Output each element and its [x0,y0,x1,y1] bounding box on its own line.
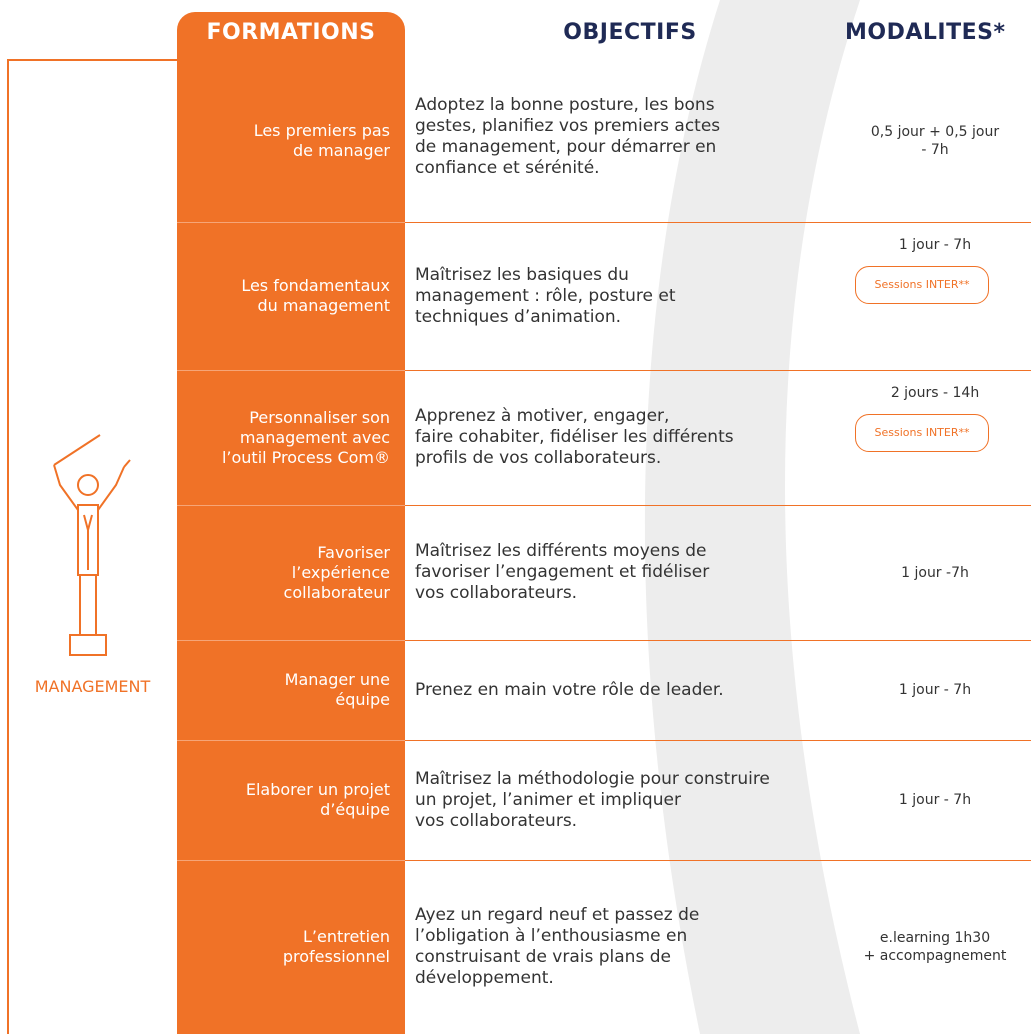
objectif: Maîtrisez la méthodologie pour construir… [415,768,770,831]
formation: Les premiers pas de manager [253,121,390,160]
row-divider [177,370,405,371]
badge: Sessions INTER** [855,414,989,452]
objectif: Adoptez la bonne posture, les bons gestes… [415,95,721,178]
header-formations: FORMATIONS [206,20,376,45]
row-divider [405,640,1031,641]
badge: Sessions INTER** [855,266,989,304]
formation: Manager une équipe [284,670,390,709]
row-divider [177,740,405,741]
formation: L’entretien professionnel [282,927,390,966]
formation: Personnaliser son management avec l’outil … [221,407,390,467]
formation: Favoriser l’expérience collaborateur [283,542,390,602]
modalite: 0,5 jour + 0,5 jour - 7h [870,124,1000,158]
formation: Les fondamentaux du management [241,276,390,315]
row-divider [405,370,1031,371]
objectif: Apprenez à motiver, engager, faire cohabi… [415,406,734,468]
modalite: 1 jour -7h [901,564,969,581]
row-divider [405,740,1031,741]
modalite: 2 jours - 14h [890,385,980,401]
objectif: Prenez en main votre rôle de leader. [415,679,724,700]
modalite: 1 jour - 7h [898,237,972,253]
row-divider [405,222,1031,223]
header-modalites: MODALITES* [845,20,1006,45]
row-divider [405,505,1031,506]
header-objectifs: OBJECTIFS [563,20,697,45]
objectif: Ayez un regard neuf et passez de l’obliga… [415,905,700,988]
category-label: MANAGEMENT [34,677,151,696]
objectif: Maîtrisez les basiques du management : rô… [415,264,676,327]
row-divider [405,860,1031,861]
row-divider [177,860,405,861]
objectif: Maîtrisez les différents moyens de favori… [415,541,710,603]
row-divider [177,640,405,641]
row-divider [177,222,405,223]
modalite: e.learning 1h30 + accompagnement [863,930,1007,964]
formation: Elaborer un projet d’équipe [245,780,390,819]
modalite: 1 jour - 7h [898,792,972,808]
modalite: 1 jour - 7h [898,682,972,698]
row-divider [177,505,405,506]
